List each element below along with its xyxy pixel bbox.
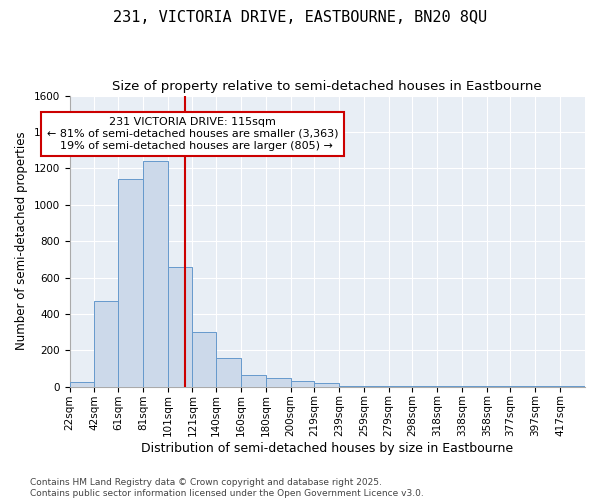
Bar [70, 382, 94, 386]
Bar [216, 358, 241, 386]
Bar [94, 301, 118, 386]
Bar [118, 180, 143, 386]
X-axis label: Distribution of semi-detached houses by size in Eastbourne: Distribution of semi-detached houses by … [141, 442, 514, 455]
Bar [143, 161, 167, 386]
Bar [193, 332, 216, 386]
Bar [266, 378, 290, 386]
Bar [167, 266, 193, 386]
Title: Size of property relative to semi-detached houses in Eastbourne: Size of property relative to semi-detach… [112, 80, 542, 93]
Text: 231, VICTORIA DRIVE, EASTBOURNE, BN20 8QU: 231, VICTORIA DRIVE, EASTBOURNE, BN20 8Q… [113, 10, 487, 25]
Text: 231 VICTORIA DRIVE: 115sqm  
← 81% of semi-detached houses are smaller (3,363)
 : 231 VICTORIA DRIVE: 115sqm ← 81% of semi… [47, 118, 338, 150]
Bar [241, 375, 266, 386]
Text: Contains HM Land Registry data © Crown copyright and database right 2025.
Contai: Contains HM Land Registry data © Crown c… [30, 478, 424, 498]
Y-axis label: Number of semi-detached properties: Number of semi-detached properties [15, 132, 28, 350]
Bar [314, 384, 339, 386]
Bar [290, 381, 314, 386]
